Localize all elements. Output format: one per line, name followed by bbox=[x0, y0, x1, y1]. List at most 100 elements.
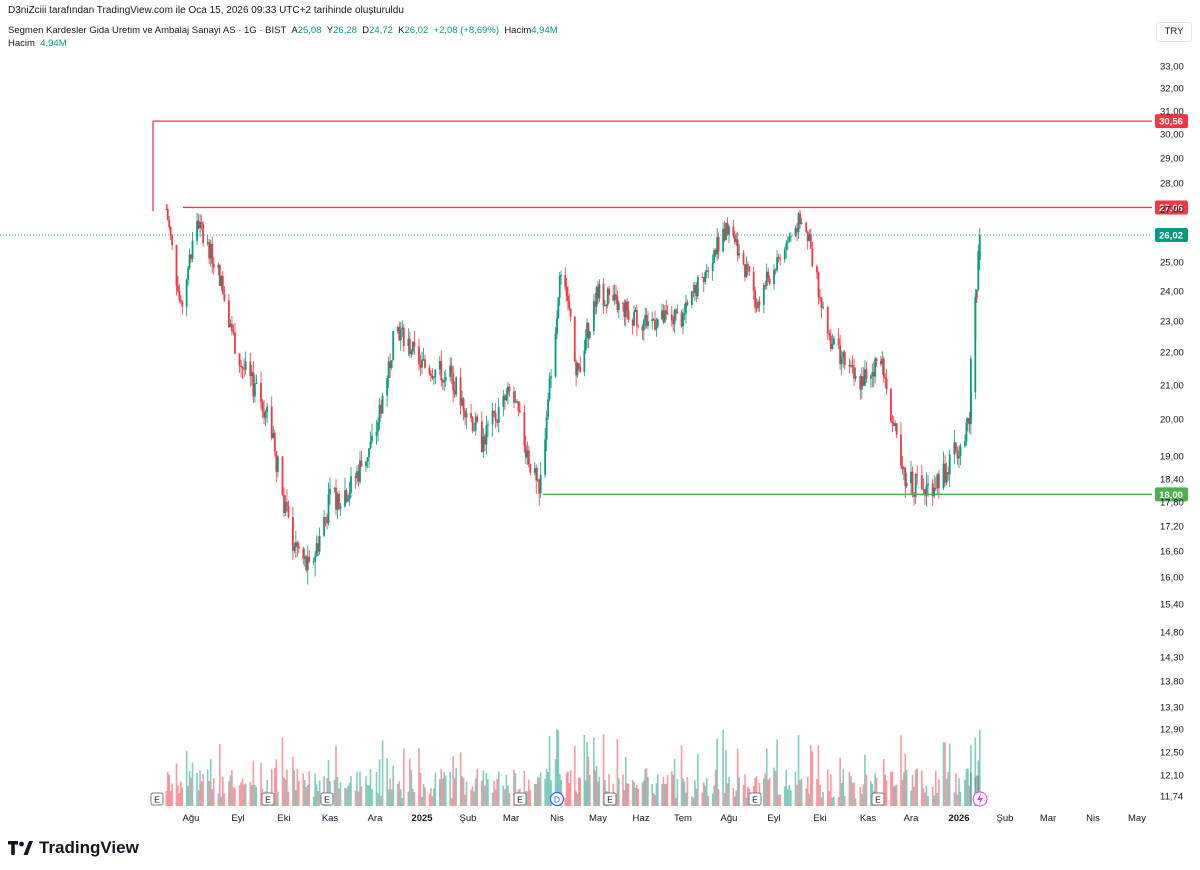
price-tick-21: 14,30 bbox=[1160, 653, 1184, 664]
volume-bar bbox=[187, 786, 189, 806]
candle-body bbox=[853, 367, 855, 379]
volume-indicator-label[interactable]: Hacim bbox=[8, 38, 35, 49]
candle-body bbox=[452, 372, 455, 391]
volume-bar bbox=[422, 784, 425, 806]
candle-body bbox=[317, 543, 320, 552]
volume-bar bbox=[707, 795, 710, 806]
candle-body bbox=[519, 410, 521, 413]
volume-bar bbox=[308, 771, 311, 806]
candle-body bbox=[308, 556, 311, 562]
candle-body bbox=[218, 264, 221, 286]
candle-body bbox=[314, 556, 317, 562]
currency-button[interactable]: TRY bbox=[1156, 22, 1192, 42]
volume-bar bbox=[587, 756, 590, 806]
volume-bar bbox=[507, 785, 509, 806]
volume-bar bbox=[284, 779, 287, 806]
candle-body bbox=[312, 561, 315, 563]
candle-body bbox=[514, 401, 517, 403]
volume-bar bbox=[958, 778, 960, 806]
candle-body bbox=[902, 467, 905, 469]
candle-body bbox=[958, 455, 960, 459]
candle-body bbox=[796, 228, 798, 233]
flash-icon bbox=[977, 793, 983, 805]
candle-body bbox=[375, 431, 378, 436]
candle-body bbox=[797, 213, 800, 233]
volume-bar bbox=[697, 754, 699, 806]
volume-bar bbox=[736, 748, 739, 806]
price-tick-3: 30,00 bbox=[1160, 130, 1184, 141]
candle-body bbox=[748, 266, 751, 272]
volume-bar bbox=[716, 738, 718, 806]
volume-bar bbox=[830, 774, 832, 806]
volume-bar bbox=[925, 785, 928, 806]
volume-bar bbox=[594, 770, 597, 806]
candle-body bbox=[217, 264, 220, 268]
time-tick-9: May bbox=[589, 813, 607, 824]
time-tick-21: May bbox=[1128, 813, 1146, 824]
high-value: 26,28 bbox=[333, 25, 357, 36]
candle-body bbox=[517, 401, 520, 411]
volume-bar bbox=[968, 785, 971, 806]
price-tick-23: 13,30 bbox=[1160, 703, 1184, 714]
volume-bar bbox=[774, 770, 777, 806]
time-tick-7: Mar bbox=[503, 813, 519, 824]
volume-bar bbox=[755, 776, 758, 806]
volume-bar bbox=[387, 789, 390, 806]
volume-bar bbox=[850, 776, 852, 806]
volume-bar bbox=[550, 780, 552, 806]
volume-bar bbox=[303, 779, 306, 806]
volume-bar bbox=[882, 758, 885, 806]
candle-body bbox=[263, 411, 265, 418]
volume-bar bbox=[931, 787, 934, 806]
time-tick-10: Haz bbox=[633, 813, 650, 824]
volume-bar bbox=[589, 774, 591, 806]
candle-body bbox=[266, 406, 269, 412]
volume-bar bbox=[190, 777, 192, 806]
candle-body bbox=[548, 378, 551, 400]
legend-row-ohlc: Segmen Kardesler Gida Uretim ve Ambalaj … bbox=[8, 24, 558, 37]
volume-bar bbox=[277, 791, 279, 806]
candle-body bbox=[485, 425, 488, 445]
low-value: 24,72 bbox=[369, 25, 393, 36]
candle-body bbox=[440, 360, 443, 381]
volume-bar bbox=[430, 788, 432, 806]
tradingview-logo[interactable]: TradingView bbox=[8, 838, 139, 858]
candle-body bbox=[286, 501, 288, 507]
volume-bar bbox=[884, 774, 886, 806]
candle-body bbox=[255, 383, 258, 385]
symbol-name[interactable]: Segmen Kardesler Gida Uretim ve Ambalaj … bbox=[8, 25, 287, 36]
candle-body bbox=[459, 377, 462, 406]
volume-bar bbox=[913, 786, 915, 806]
candle-body bbox=[735, 239, 738, 243]
candle-body bbox=[617, 302, 620, 310]
candle-body bbox=[765, 271, 768, 286]
candle-body bbox=[633, 311, 635, 326]
candle-body bbox=[177, 285, 179, 291]
level-label-0: 30,56 bbox=[1159, 117, 1183, 128]
candle-body bbox=[399, 329, 402, 341]
candle-body bbox=[602, 284, 605, 306]
volume-bar bbox=[493, 780, 495, 806]
volume-bar bbox=[644, 768, 646, 806]
candle-body bbox=[637, 325, 640, 327]
volume-bar bbox=[673, 758, 676, 806]
candle-body bbox=[967, 418, 969, 423]
volume-bar bbox=[675, 797, 677, 806]
candle-body bbox=[464, 410, 466, 418]
volume-bar bbox=[369, 769, 372, 806]
candle-body bbox=[927, 483, 929, 486]
volume-bar bbox=[421, 797, 423, 806]
candle-body bbox=[833, 338, 835, 345]
candle-body bbox=[752, 271, 755, 291]
volume-bar bbox=[567, 771, 569, 806]
candle-body bbox=[922, 488, 925, 490]
symbol-legend: Segmen Kardesler Gida Uretim ve Ambalaj … bbox=[8, 24, 558, 50]
volume-bar bbox=[745, 797, 748, 806]
dividend-marker bbox=[549, 791, 565, 807]
time-tick-17: 2026 bbox=[948, 813, 969, 824]
candle-body bbox=[884, 377, 887, 379]
volume-bar bbox=[956, 794, 959, 806]
volume-bar bbox=[222, 777, 224, 806]
volume-bar bbox=[243, 784, 245, 806]
